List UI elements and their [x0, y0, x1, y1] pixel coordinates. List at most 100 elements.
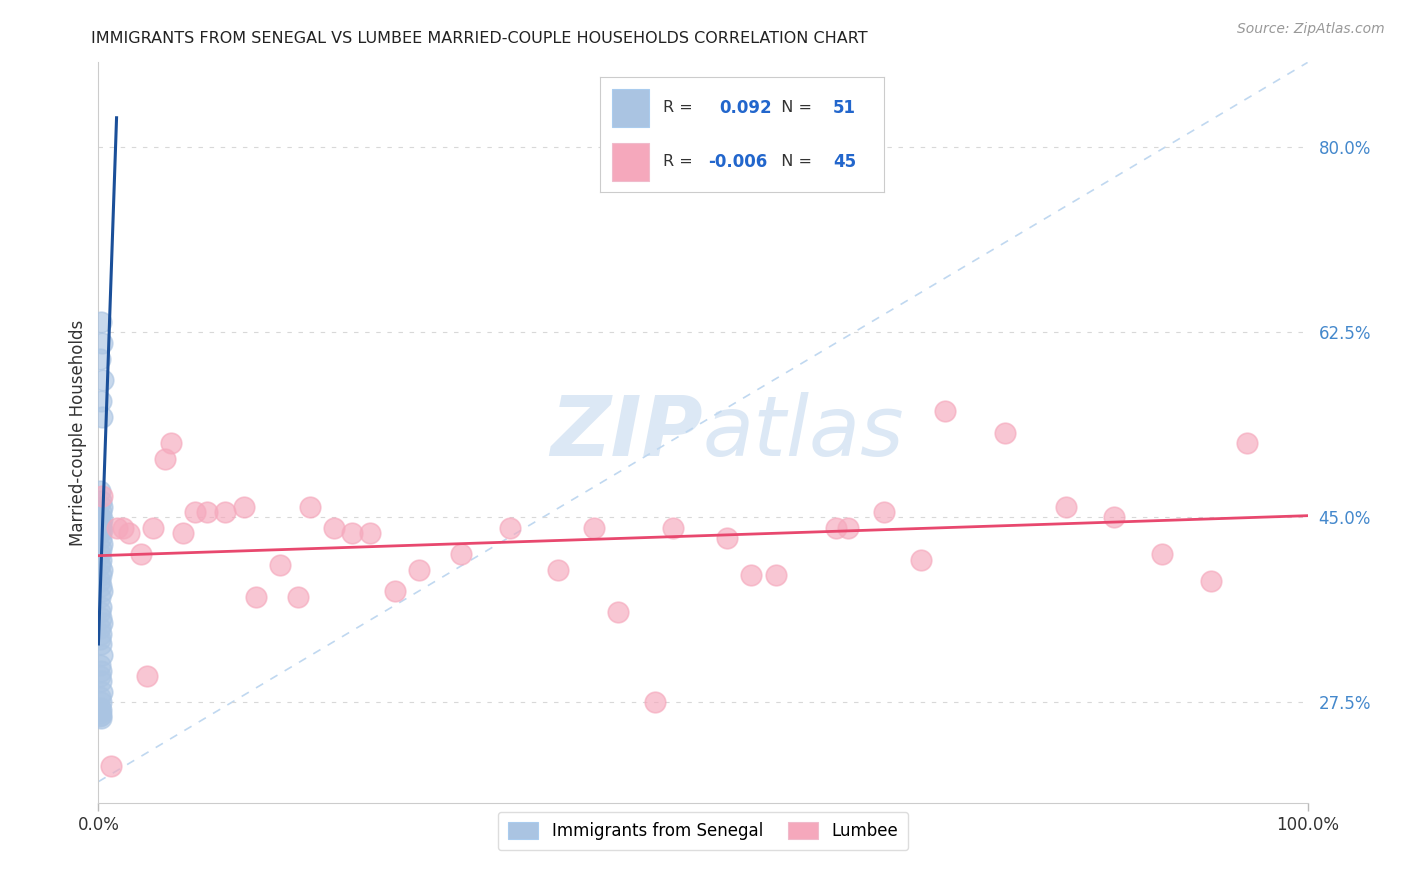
Point [90, 664, 112, 678]
Point [408, 563, 430, 577]
Point [89, 621, 111, 635]
Point [716, 532, 738, 546]
Point [644, 695, 666, 709]
Point [90, 393, 112, 408]
Point [90, 600, 112, 615]
Point [111, 521, 134, 535]
Point [91, 584, 114, 599]
Point [118, 526, 141, 541]
Point [91, 373, 114, 387]
Point [740, 568, 762, 582]
Point [90, 711, 112, 725]
Point [89, 706, 111, 720]
Point [873, 505, 896, 519]
Point [1102, 510, 1125, 524]
Point [837, 521, 859, 535]
Point [90, 579, 112, 593]
Point [269, 558, 291, 572]
Point [90, 626, 112, 640]
Point [1054, 500, 1077, 514]
Point [91, 409, 114, 424]
Point [547, 563, 569, 577]
Point [90, 695, 112, 709]
Point [91, 500, 114, 514]
Text: IMMIGRANTS FROM SENEGAL VS LUMBEE MARRIED-COUPLE HOUSEHOLDS CORRELATION CHART: IMMIGRANTS FROM SENEGAL VS LUMBEE MARRIE… [91, 31, 868, 46]
Point [90, 505, 112, 519]
Point [498, 521, 520, 535]
Text: ZIP: ZIP [550, 392, 703, 473]
Point [89, 518, 111, 533]
Point [89, 547, 111, 561]
Y-axis label: Married-couple Households: Married-couple Households [69, 319, 87, 546]
Point [90, 532, 112, 546]
Legend: Immigrants from Senegal, Lumbee: Immigrants from Senegal, Lumbee [498, 812, 908, 850]
Point [90, 637, 112, 651]
Point [90, 516, 112, 530]
Point [90, 708, 112, 723]
Point [89, 558, 111, 572]
Point [90, 552, 112, 566]
Point [91, 563, 114, 577]
Point [89, 526, 111, 541]
Point [195, 505, 218, 519]
Point [89, 351, 111, 366]
Point [90, 314, 112, 328]
Point [90, 494, 112, 508]
Point [90, 674, 112, 689]
Text: atlas: atlas [703, 392, 904, 473]
Point [89, 590, 111, 604]
Point [89, 700, 111, 714]
Point [160, 436, 183, 450]
Point [360, 526, 382, 541]
Point [172, 526, 194, 541]
Point [89, 658, 111, 673]
Point [934, 404, 956, 418]
Point [91, 536, 114, 550]
Point [299, 500, 322, 514]
Point [142, 521, 165, 535]
Point [135, 669, 157, 683]
Point [1236, 436, 1258, 450]
Point [89, 690, 111, 704]
Point [245, 590, 267, 604]
Point [89, 510, 111, 524]
Point [89, 669, 111, 683]
Point [91, 523, 114, 537]
Point [450, 547, 472, 561]
Point [1199, 574, 1222, 588]
Point [89, 606, 111, 620]
Point [89, 632, 111, 646]
Point [89, 709, 111, 723]
Point [1152, 547, 1174, 561]
Point [91, 685, 114, 699]
Point [89, 574, 111, 588]
Point [91, 335, 114, 350]
Point [90, 541, 112, 556]
Point [90, 610, 112, 624]
Point [100, 758, 122, 772]
Point [90, 568, 112, 582]
Point [184, 505, 207, 519]
Point [105, 521, 128, 535]
Point [342, 526, 364, 541]
Point [765, 568, 787, 582]
Point [994, 425, 1017, 440]
Point [583, 521, 606, 535]
Point [661, 521, 683, 535]
Point [910, 552, 932, 566]
Text: Source: ZipAtlas.com: Source: ZipAtlas.com [1237, 22, 1385, 37]
Point [90, 521, 112, 535]
Point [232, 500, 254, 514]
Point [89, 483, 111, 498]
Point [91, 648, 114, 662]
Point [129, 547, 152, 561]
Point [90, 703, 112, 717]
Point [91, 512, 114, 526]
Point [91, 489, 114, 503]
Point [384, 584, 406, 599]
Point [287, 590, 309, 604]
Point [825, 521, 848, 535]
Point [323, 521, 346, 535]
Point [214, 505, 236, 519]
Point [607, 606, 630, 620]
